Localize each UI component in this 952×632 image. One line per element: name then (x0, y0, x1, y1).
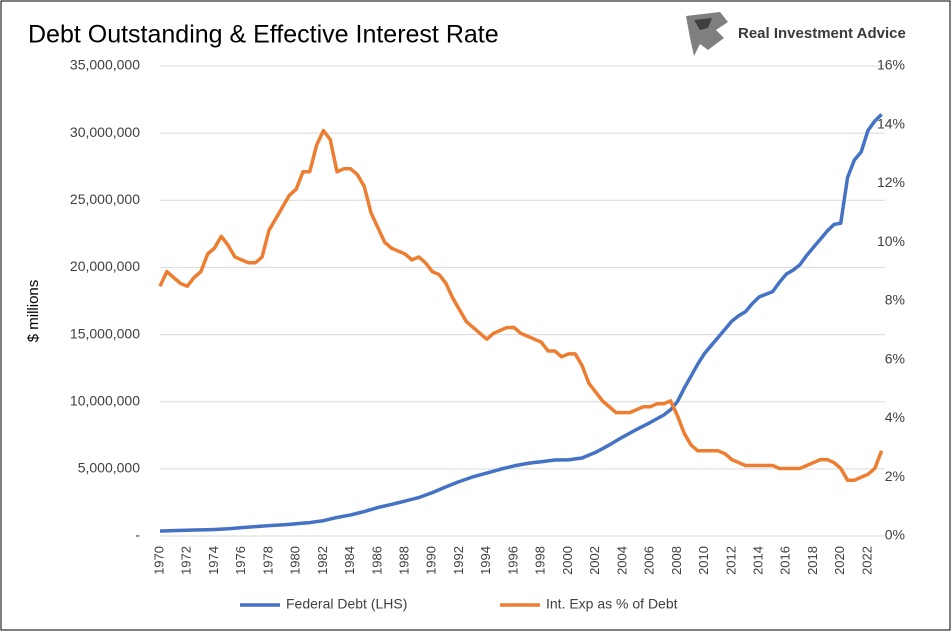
y-tick-label: 30,000,000 (70, 124, 140, 140)
x-tick-label: 1984 (342, 546, 357, 575)
x-tick-label: 2002 (587, 546, 602, 575)
x-tick-label: 1996 (505, 546, 520, 575)
x-tick-label: 2004 (614, 546, 629, 575)
x-tick-label: 2006 (642, 546, 657, 575)
x-tick-label: 1974 (206, 546, 221, 575)
y-tick-label: 35,000,000 (70, 57, 140, 73)
y2-tick-label: 0% (885, 527, 905, 543)
x-tick-label: 2012 (723, 546, 738, 575)
y-tick-label: 5,000,000 (78, 460, 140, 476)
x-tick-label: 1972 (179, 546, 194, 575)
y2-tick-label: 12% (877, 174, 905, 190)
x-tick-label: 2008 (669, 546, 684, 575)
y2-tick-label: 8% (885, 292, 905, 308)
y-tick-label: 20,000,000 (70, 258, 140, 274)
x-tick-label: 1986 (369, 546, 384, 575)
x-tick-label: 1980 (288, 546, 303, 575)
chart-title: Debt Outstanding & Effective Interest Ra… (28, 21, 499, 49)
y-tick-label: 10,000,000 (70, 392, 140, 408)
x-tick-label: 1992 (451, 546, 466, 575)
series-line (159, 113, 883, 533)
x-tick-label: 1994 (478, 546, 493, 575)
x-tick-label: 2018 (805, 546, 820, 575)
y-tick-label: 15,000,000 (70, 325, 140, 341)
legend-label: Federal Debt (LHS) (286, 596, 407, 612)
x-tick-label: 1988 (397, 546, 412, 575)
x-tick-label: 2010 (696, 546, 711, 575)
series-line (158, 128, 884, 482)
y-axis-title: $ millions (25, 280, 42, 343)
y2-tick-label: 14% (877, 115, 905, 131)
x-tick-label: 1978 (260, 546, 275, 575)
legend-label: Int. Exp as % of Debt (546, 596, 678, 612)
y2-tick-label: 6% (885, 350, 905, 366)
y-tick-label: 25,000,000 (70, 191, 140, 207)
y2-tick-label: 16% (877, 57, 905, 73)
x-tick-label: 2022 (859, 546, 874, 575)
x-tick-label: 1976 (233, 546, 248, 575)
x-tick-label: 1970 (151, 546, 166, 575)
x-tick-label: 1982 (315, 546, 330, 575)
x-tick-label: 1990 (424, 546, 439, 575)
x-tick-label: 2000 (560, 546, 575, 575)
y2-tick-label: 10% (877, 233, 905, 249)
x-tick-label: 2020 (832, 546, 847, 575)
x-tick-label: 2014 (750, 546, 765, 575)
x-tick-label: 2016 (778, 546, 793, 575)
y-tick-label: - (135, 527, 140, 543)
logo (686, 12, 728, 56)
brand: Real Investment Advice (738, 25, 906, 42)
x-tick-label: 1998 (533, 546, 548, 575)
y2-tick-label: 4% (885, 409, 905, 425)
y2-tick-label: 2% (885, 468, 905, 484)
